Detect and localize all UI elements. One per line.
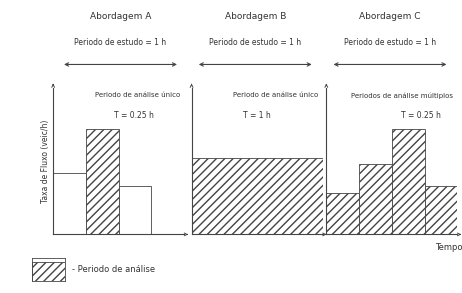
Bar (326, 193, 359, 234)
Text: Tempo: Tempo (435, 243, 462, 252)
Text: Periodo de estudo = 1 h: Periodo de estudo = 1 h (74, 38, 167, 47)
Text: Periodo de estudo = 1 h: Periodo de estudo = 1 h (209, 38, 301, 47)
Bar (86, 129, 119, 234)
Text: Periodos de análise múltiplos: Periodos de análise múltiplos (352, 92, 453, 99)
Text: Periodo de análise único: Periodo de análise único (233, 92, 319, 98)
Text: Abordagem B: Abordagem B (225, 12, 286, 21)
Bar (119, 186, 152, 234)
Bar (32, 262, 65, 281)
Text: - Periodo de análise: - Periodo de análise (72, 265, 155, 274)
Bar (392, 129, 425, 234)
Bar (425, 186, 457, 234)
Text: Periodo de análise único: Periodo de análise único (95, 92, 180, 98)
Bar (53, 173, 86, 234)
Bar (192, 158, 322, 234)
Text: Abordagem C: Abordagem C (359, 12, 421, 21)
Bar (359, 164, 392, 234)
Text: Periodo de estudo = 1 h: Periodo de estudo = 1 h (344, 38, 436, 47)
Y-axis label: Taxa de Fluxo (veic/h): Taxa de Fluxo (veic/h) (42, 120, 50, 203)
Text: Abordagem A: Abordagem A (90, 12, 151, 21)
Text: T = 1 h: T = 1 h (243, 111, 271, 120)
Text: T = 0.25 h: T = 0.25 h (401, 111, 441, 120)
Text: T = 0.25 h: T = 0.25 h (115, 111, 154, 120)
